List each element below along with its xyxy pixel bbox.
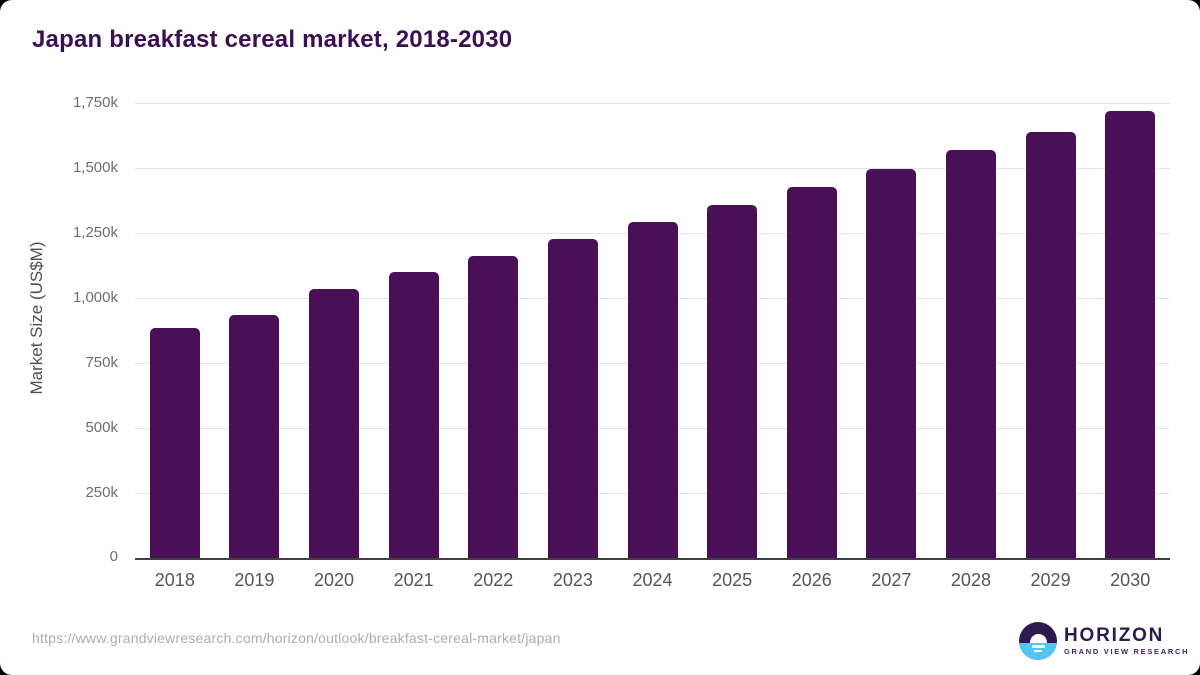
bar-2022[interactable] xyxy=(468,256,519,558)
x-axis-tick-label: 2023 xyxy=(552,570,593,590)
gridline xyxy=(135,168,1170,169)
y-axis-tick-label: 1,000k xyxy=(72,289,118,306)
chart-title: Japan breakfast cereal market, 2018-2030 xyxy=(32,26,513,53)
x-axis-tick-label: 2021 xyxy=(393,570,434,590)
x-axis-tick-label: 2028 xyxy=(950,570,991,590)
x-axis-tick-label: 2025 xyxy=(712,570,753,590)
bar-2019[interactable] xyxy=(229,315,280,558)
horizon-sun-over-water-icon xyxy=(1019,622,1057,660)
x-axis-tick-label: 2026 xyxy=(791,570,832,590)
bar-2020[interactable] xyxy=(309,288,360,558)
x-axis-tick-label: 2019 xyxy=(234,570,275,590)
y-axis-tick-label: 250k xyxy=(85,484,118,501)
logo-text: HORIZON GRAND VIEW RESEARCH xyxy=(1064,626,1189,656)
y-axis-tick-label: 1,750k xyxy=(72,94,118,111)
x-axis-tick-label: 2030 xyxy=(1110,570,1151,590)
y-axis-tick-label: 0 xyxy=(109,548,118,565)
logo-title: HORIZON xyxy=(1064,625,1165,646)
x-axis-tick-label: 2020 xyxy=(314,570,355,590)
gridline xyxy=(135,103,1170,104)
bar-chart-plot-area: 0 250k 500k 750k 1,000k 1,250k 1,500k 1,750k 201… xyxy=(73,94,1170,590)
x-axis-tick-label: 2027 xyxy=(871,570,912,590)
y-axis-tick-label: 500k xyxy=(85,419,118,436)
y-axis-tick-label: 750k xyxy=(85,354,118,371)
bar-2021[interactable] xyxy=(388,272,439,558)
bar-2024[interactable] xyxy=(627,222,678,558)
bar-2025[interactable] xyxy=(707,204,758,558)
y-axis-tick-label: 1,250k xyxy=(72,224,118,241)
bar-2029[interactable] xyxy=(1025,131,1076,558)
source-url: https://www.grandviewresearch.com/horizo… xyxy=(32,630,561,646)
bar-2026[interactable] xyxy=(786,186,837,558)
x-axis-tick-label: 2029 xyxy=(1030,570,1071,590)
bar-2027[interactable] xyxy=(866,168,917,558)
bar-2030[interactable] xyxy=(1105,111,1156,558)
bar-2018[interactable] xyxy=(149,327,200,558)
x-axis-tick-label: 2022 xyxy=(473,570,514,590)
x-axis-tick-label: 2018 xyxy=(154,570,195,590)
x-axis-tick-label: 2024 xyxy=(632,570,673,590)
logo-subtitle: GRAND VIEW RESEARCH xyxy=(1064,647,1190,656)
horizon-logo: HORIZON GRAND VIEW RESEARCH xyxy=(1019,622,1189,660)
bar-2023[interactable] xyxy=(547,238,598,558)
y-axis-tick-label: 1,500k xyxy=(72,159,118,176)
bar-2028[interactable] xyxy=(945,149,996,558)
